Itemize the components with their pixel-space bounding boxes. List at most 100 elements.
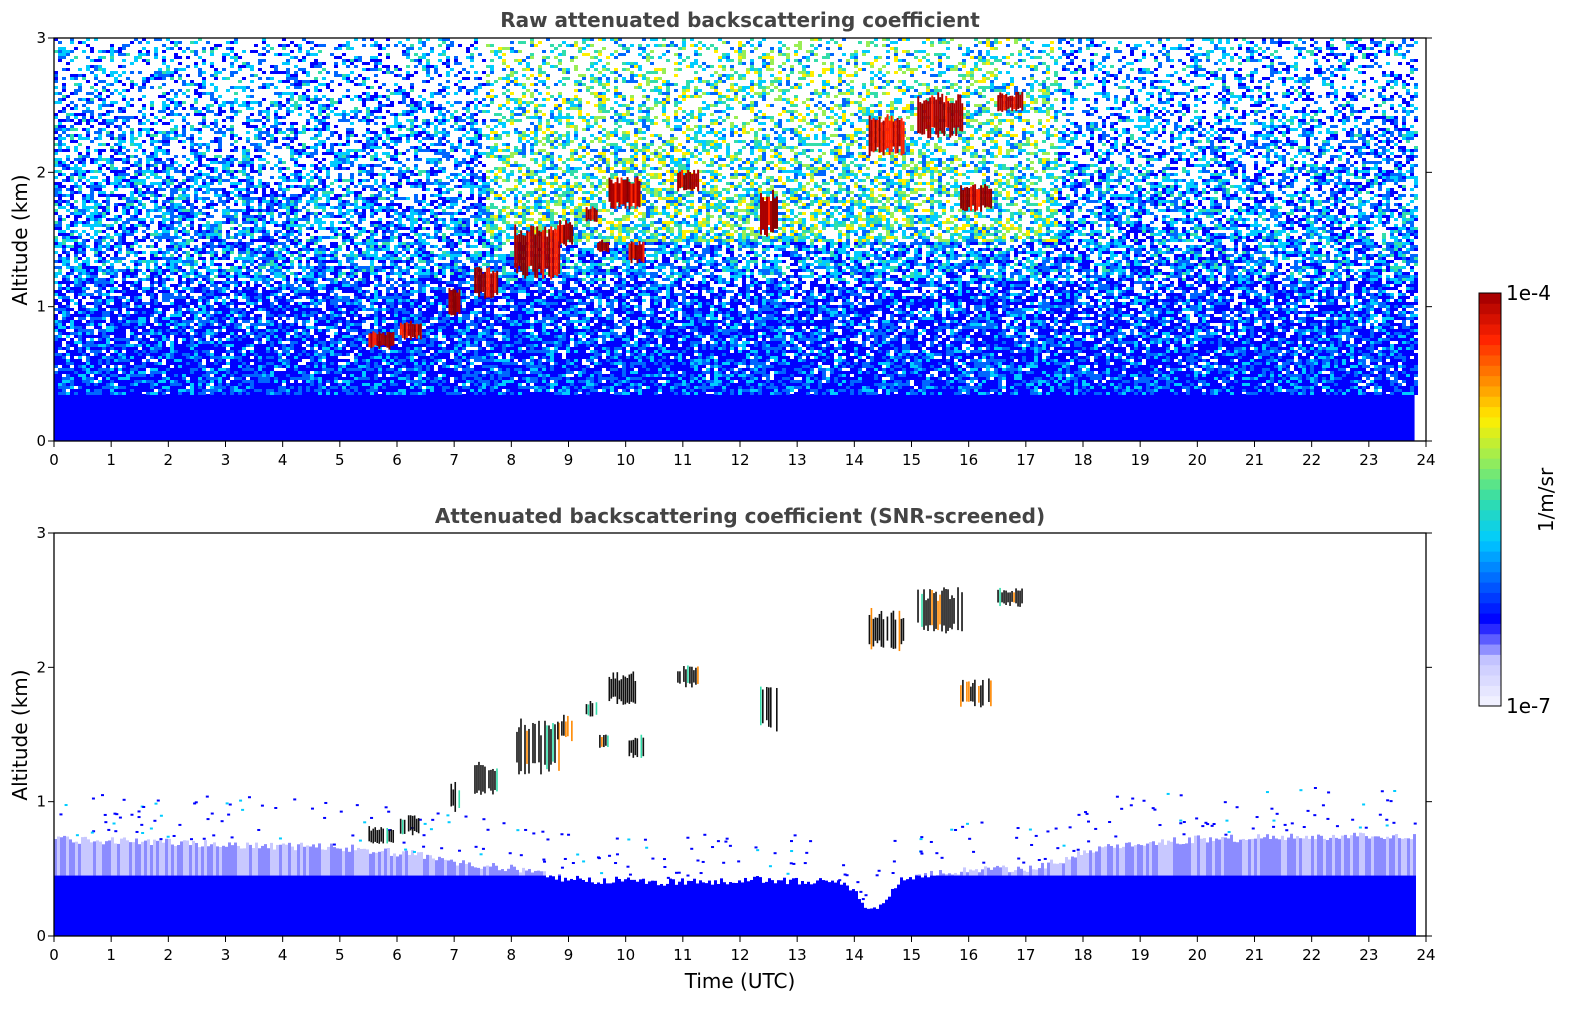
noise-pixel (614, 50, 618, 53)
noise-pixel (314, 53, 318, 56)
noise-pixel (166, 71, 170, 74)
noise-pixel (62, 47, 66, 50)
noise-pixel (646, 71, 650, 74)
noise-pixel (990, 56, 994, 59)
noise-pixel (734, 50, 738, 53)
noise-pixel (290, 56, 294, 59)
noise-pixel (962, 62, 966, 65)
noise-pixel (742, 56, 746, 59)
noise-pixel (542, 59, 546, 62)
noise-pixel (418, 62, 422, 65)
noise-pixel (102, 56, 106, 59)
noise-pixel (286, 44, 290, 47)
noise-pixel (222, 56, 226, 59)
noise-pixel (566, 44, 570, 47)
noise-pixel (142, 47, 146, 50)
noise-pixel (762, 53, 766, 56)
noise-pixel (902, 65, 906, 68)
noise-pixel (1082, 59, 1086, 62)
noise-pixel (902, 59, 906, 62)
noise-pixel (1106, 56, 1110, 59)
noise-pixel (1074, 68, 1078, 71)
noise-pixel (294, 65, 298, 68)
noise-pixel (538, 65, 542, 68)
noise-pixel (458, 62, 462, 65)
noise-pixel (1274, 71, 1278, 74)
noise-pixel (1194, 53, 1198, 56)
noise-pixel (874, 44, 878, 47)
noise-pixel (1330, 44, 1334, 47)
noise-pixel (926, 53, 930, 56)
noise-pixel (1314, 71, 1318, 74)
noise-pixel (598, 53, 602, 56)
noise-pixel (1330, 71, 1334, 74)
noise-pixel (230, 50, 234, 53)
noise-pixel (326, 71, 330, 74)
noise-pixel (1406, 44, 1410, 47)
noise-pixel (614, 68, 618, 71)
noise-pixel (406, 56, 410, 59)
noise-pixel (110, 47, 114, 50)
noise-pixel (1318, 71, 1322, 74)
noise-pixel (186, 47, 190, 50)
noise-pixel (670, 44, 674, 47)
noise-pixel (286, 53, 290, 56)
noise-pixel (1210, 50, 1214, 53)
noise-pixel (498, 56, 502, 59)
noise-pixel (574, 41, 578, 44)
noise-pixel (1330, 53, 1334, 56)
noise-pixel (906, 62, 910, 65)
noise-pixel (970, 56, 974, 59)
noise-pixel (970, 50, 974, 53)
noise-pixel (1350, 59, 1354, 62)
noise-pixel (182, 50, 186, 53)
noise-pixel (1306, 50, 1310, 53)
noise-pixel (986, 50, 990, 53)
noise-pixel (1282, 41, 1286, 44)
noise-pixel (746, 68, 750, 71)
noise-pixel (622, 62, 626, 65)
noise-pixel (222, 59, 226, 62)
noise-pixel (282, 71, 286, 74)
noise-pixel (310, 41, 314, 44)
noise-pixel (1362, 65, 1366, 68)
noise-pixel (750, 65, 754, 68)
noise-pixel (1374, 41, 1378, 44)
noise-pixel (582, 53, 586, 56)
noise-pixel (970, 68, 974, 71)
noise-pixel (1314, 47, 1318, 50)
noise-pixel (1014, 62, 1018, 65)
noise-pixel (1362, 44, 1366, 47)
noise-pixel (150, 74, 154, 77)
noise-pixel (790, 65, 794, 68)
noise-pixel (1130, 68, 1134, 71)
noise-pixel (562, 68, 566, 71)
noise-pixel (518, 62, 522, 65)
noise-pixel (1014, 41, 1018, 44)
noise-pixel (1270, 41, 1274, 44)
noise-pixel (690, 65, 694, 68)
noise-pixel (74, 74, 78, 77)
noise-pixel (734, 71, 738, 74)
noise-pixel (866, 50, 870, 53)
noise-pixel (1102, 71, 1106, 74)
noise-pixel (186, 74, 190, 77)
noise-pixel (430, 65, 434, 68)
noise-pixel (194, 41, 198, 44)
noise-pixel (502, 53, 506, 56)
noise-pixel (362, 68, 366, 71)
noise-pixel (90, 59, 94, 62)
noise-pixel (574, 44, 578, 47)
noise-pixel (1154, 68, 1158, 71)
noise-pixel (906, 65, 910, 68)
noise-pixel (574, 56, 578, 59)
noise-pixel (250, 74, 254, 77)
noise-pixel (814, 47, 818, 50)
noise-pixel (822, 68, 826, 71)
noise-pixel (1406, 50, 1410, 53)
noise-pixel (386, 53, 390, 56)
noise-pixel (374, 59, 378, 62)
noise-pixel (1386, 47, 1390, 50)
noise-pixel (262, 71, 266, 74)
noise-pixel (594, 68, 598, 71)
